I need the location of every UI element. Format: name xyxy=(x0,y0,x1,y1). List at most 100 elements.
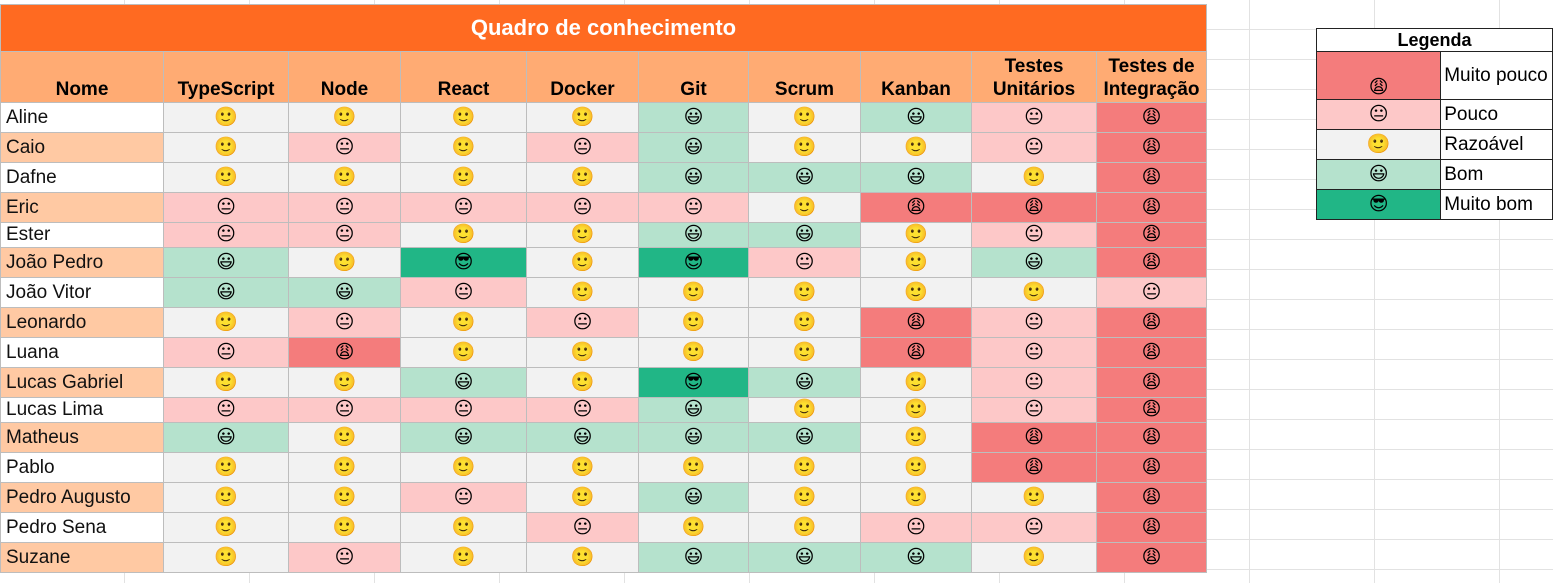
level-cell[interactable]: 😃 xyxy=(163,277,289,308)
header-cell[interactable]: TypeScript xyxy=(163,51,289,103)
level-cell[interactable]: 😃 xyxy=(638,222,749,248)
level-cell[interactable]: 😃 xyxy=(288,277,401,308)
level-cell[interactable]: 🙂 xyxy=(526,247,639,278)
level-cell[interactable]: 😃 xyxy=(638,102,749,133)
legend-swatch[interactable]: 😎 xyxy=(1315,189,1442,220)
level-cell[interactable]: 😩 xyxy=(1096,132,1207,163)
level-cell[interactable]: 😩 xyxy=(1096,452,1207,483)
level-cell[interactable]: 🙂 xyxy=(526,222,639,248)
level-cell[interactable]: 🙂 xyxy=(163,542,289,573)
level-cell[interactable]: 😃 xyxy=(860,102,972,133)
level-cell[interactable]: 😩 xyxy=(1096,162,1207,193)
level-cell[interactable]: 🙂 xyxy=(748,277,861,308)
level-cell[interactable]: 😩 xyxy=(1096,192,1207,223)
level-cell[interactable]: 😃 xyxy=(748,542,861,573)
level-cell[interactable]: 🙂 xyxy=(860,222,972,248)
level-cell[interactable]: 🙂 xyxy=(288,422,401,453)
level-cell[interactable]: 🙂 xyxy=(860,482,972,513)
level-cell[interactable]: 😐 xyxy=(526,307,639,338)
level-cell[interactable]: 😩 xyxy=(1096,307,1207,338)
level-cell[interactable]: 🙂 xyxy=(163,512,289,543)
level-cell[interactable]: 😐 xyxy=(400,482,527,513)
level-cell[interactable]: 🙂 xyxy=(400,162,527,193)
level-cell[interactable]: 😃 xyxy=(748,367,861,398)
name-cell[interactable]: Lucas Gabriel xyxy=(0,367,164,398)
level-cell[interactable]: 😩 xyxy=(1096,222,1207,248)
level-cell[interactable]: 😐 xyxy=(971,367,1097,398)
legend-title[interactable]: Legenda xyxy=(1316,28,1553,52)
level-cell[interactable]: 😐 xyxy=(971,222,1097,248)
level-cell[interactable]: 🙂 xyxy=(860,422,972,453)
level-cell[interactable]: 🙂 xyxy=(163,102,289,133)
level-cell[interactable]: 😐 xyxy=(971,337,1097,368)
level-cell[interactable]: 🙂 xyxy=(748,192,861,223)
level-cell[interactable]: 😃 xyxy=(638,482,749,513)
level-cell[interactable]: 🙂 xyxy=(288,162,401,193)
header-cell[interactable]: Node xyxy=(288,51,401,103)
name-cell[interactable]: Eric xyxy=(0,192,164,223)
level-cell[interactable]: 😐 xyxy=(400,277,527,308)
level-cell[interactable]: 🙂 xyxy=(526,337,639,368)
level-cell[interactable]: 🙂 xyxy=(288,512,401,543)
level-cell[interactable]: 😐 xyxy=(400,192,527,223)
level-cell[interactable]: 🙂 xyxy=(860,132,972,163)
level-cell[interactable]: 😩 xyxy=(860,192,972,223)
level-cell[interactable]: 😃 xyxy=(860,542,972,573)
level-cell[interactable]: 🙂 xyxy=(971,482,1097,513)
level-cell[interactable]: 🙂 xyxy=(288,482,401,513)
level-cell[interactable]: 😃 xyxy=(638,132,749,163)
level-cell[interactable]: 😐 xyxy=(526,192,639,223)
name-cell[interactable]: Caio xyxy=(0,132,164,163)
level-cell[interactable]: 😎 xyxy=(638,247,749,278)
sheet-title[interactable]: Quadro de conhecimento xyxy=(0,4,1207,52)
level-cell[interactable]: 😐 xyxy=(971,132,1097,163)
level-cell[interactable]: 😩 xyxy=(1096,512,1207,543)
legend-label[interactable]: Bom xyxy=(1440,159,1553,190)
level-cell[interactable]: 😐 xyxy=(163,222,289,248)
level-cell[interactable]: 🙂 xyxy=(526,367,639,398)
level-cell[interactable]: 😩 xyxy=(860,307,972,338)
level-cell[interactable]: 😃 xyxy=(638,422,749,453)
legend-swatch[interactable]: 🙂 xyxy=(1315,129,1442,160)
level-cell[interactable]: 🙂 xyxy=(860,397,972,423)
level-cell[interactable]: 😃 xyxy=(163,422,289,453)
level-cell[interactable]: 😐 xyxy=(288,542,401,573)
name-cell[interactable]: Aline xyxy=(0,102,164,133)
level-cell[interactable]: 🙂 xyxy=(748,482,861,513)
level-cell[interactable]: 😩 xyxy=(971,422,1097,453)
level-cell[interactable]: 😩 xyxy=(1096,397,1207,423)
level-cell[interactable]: 😐 xyxy=(971,397,1097,423)
level-cell[interactable]: 🙂 xyxy=(400,452,527,483)
level-cell[interactable]: 😃 xyxy=(400,422,527,453)
legend-swatch[interactable]: 😩 xyxy=(1315,51,1442,100)
level-cell[interactable]: 😐 xyxy=(1096,277,1207,308)
level-cell[interactable]: 😩 xyxy=(1096,542,1207,573)
header-name[interactable]: Nome xyxy=(0,51,164,103)
level-cell[interactable]: 🙂 xyxy=(288,247,401,278)
level-cell[interactable]: 🙂 xyxy=(971,162,1097,193)
level-cell[interactable]: 😃 xyxy=(638,397,749,423)
name-cell[interactable]: João Vitor xyxy=(0,277,164,308)
level-cell[interactable]: 🙂 xyxy=(638,452,749,483)
header-cell[interactable]: Scrum xyxy=(748,51,861,103)
level-cell[interactable]: 🙂 xyxy=(971,277,1097,308)
level-cell[interactable]: 😐 xyxy=(288,222,401,248)
level-cell[interactable]: 🙂 xyxy=(163,132,289,163)
level-cell[interactable]: 🙂 xyxy=(526,452,639,483)
header-cell[interactable]: Kanban xyxy=(860,51,972,103)
name-cell[interactable]: Ester xyxy=(0,222,164,248)
level-cell[interactable]: 🙂 xyxy=(971,542,1097,573)
legend-label[interactable]: Muito bom xyxy=(1440,189,1553,220)
level-cell[interactable]: 😐 xyxy=(860,512,972,543)
level-cell[interactable]: 🙂 xyxy=(400,512,527,543)
level-cell[interactable]: 🙂 xyxy=(163,162,289,193)
level-cell[interactable]: 😩 xyxy=(1096,422,1207,453)
level-cell[interactable]: 😩 xyxy=(1096,337,1207,368)
name-cell[interactable]: Pedro Augusto xyxy=(0,482,164,513)
legend-label[interactable]: Muito pouco xyxy=(1440,51,1553,100)
level-cell[interactable]: 😐 xyxy=(638,192,749,223)
level-cell[interactable]: 😃 xyxy=(638,542,749,573)
header-cell[interactable]: Docker xyxy=(526,51,639,103)
level-cell[interactable]: 🙂 xyxy=(748,102,861,133)
name-cell[interactable]: Matheus xyxy=(0,422,164,453)
